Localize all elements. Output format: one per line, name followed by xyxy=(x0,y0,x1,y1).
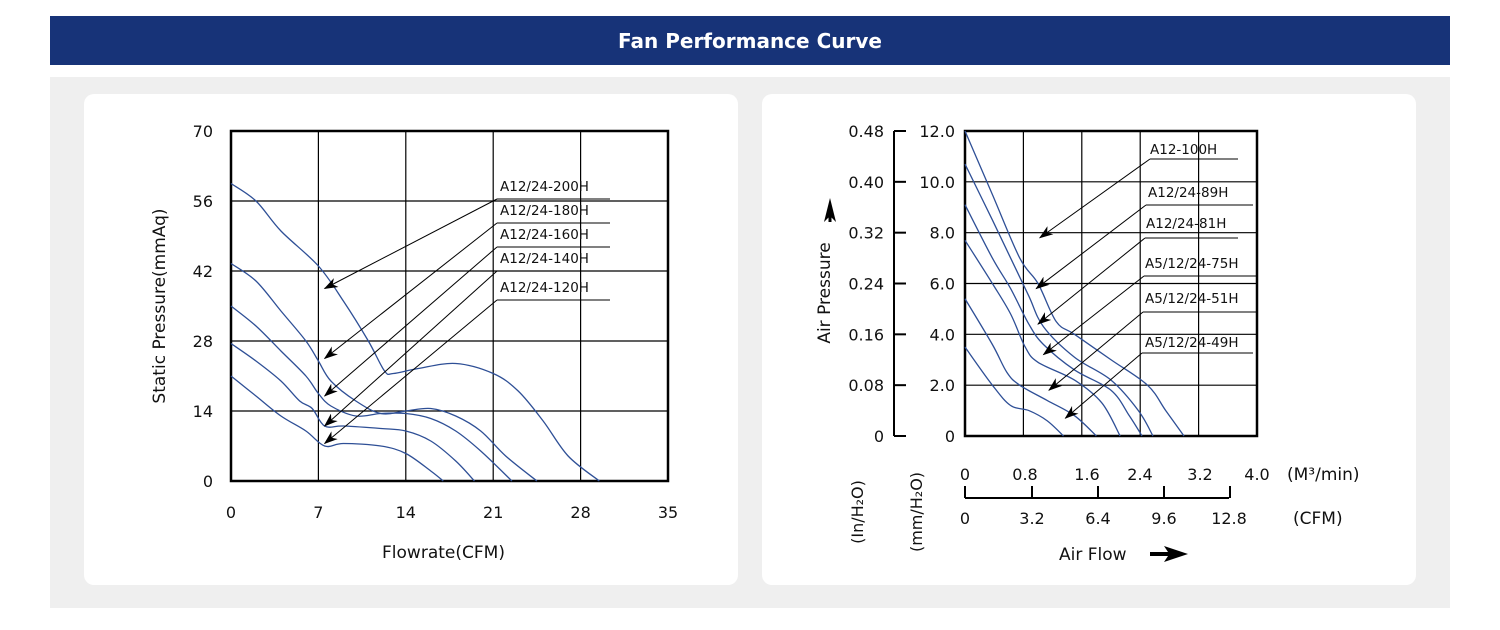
leader-arrow xyxy=(323,246,498,397)
y-axis-label: Static Pressure(mmAq) xyxy=(150,208,170,403)
series-label: A12/24-160H xyxy=(500,227,589,243)
leader-arrow xyxy=(1037,237,1146,325)
series-label: A12/24-120H xyxy=(500,280,589,296)
plot-frame xyxy=(229,129,670,483)
y-tick-label: 56 xyxy=(193,192,213,211)
x-tick-label-m3min: 1.6 xyxy=(1074,465,1099,484)
y-tick-label-inh2o: 0 xyxy=(874,427,884,446)
x-tick-label-cfm: 3.2 xyxy=(1019,509,1044,528)
x-tick-label-m3min: 0 xyxy=(960,465,970,484)
x-tick-label: 0 xyxy=(226,503,236,522)
x-tick-label-cfm: 0 xyxy=(960,509,970,528)
series-label: A12/24-89H xyxy=(1148,185,1228,201)
x-unit-cfm: (CFM) xyxy=(1293,509,1343,529)
curve-a5-12-24-49h xyxy=(964,346,1064,437)
x-tick-label: 7 xyxy=(313,503,323,522)
y-tick-label-mmh2o: 12.0 xyxy=(919,122,955,141)
right-chart-card xyxy=(762,94,1416,585)
curve-a12-24-160h xyxy=(230,305,513,482)
left-chart: 0 7 14 21 28 35 0 14 28 42 56 70 Flowrate(CFM) Static… xyxy=(150,122,678,563)
series-label: A12/24-81H xyxy=(1146,216,1226,232)
x-tick-label: 14 xyxy=(396,503,416,522)
x-unit-m3min: (M³/min) xyxy=(1287,465,1360,485)
x-tick-label: 21 xyxy=(483,503,503,522)
x-tick-label: 35 xyxy=(658,503,678,522)
page-title: Fan Performance Curve xyxy=(618,28,882,53)
series-label: A5/12/24-75H xyxy=(1145,256,1238,272)
x-tick-label-m3min: 3.2 xyxy=(1187,465,1212,484)
right-chart: 0 0.08 0.16 0.24 0.32 0.40 0.48 0 2.0 4.0 6.0 8.0 10… xyxy=(815,122,1360,565)
y-tick-label-inh2o: 0.16 xyxy=(848,325,884,344)
series-label: A12-100H xyxy=(1150,142,1217,158)
series-label: A5/12/24-49H xyxy=(1145,335,1238,351)
curve-a12-100h xyxy=(964,130,1185,437)
leader-arrow xyxy=(323,198,498,289)
leader-arrow xyxy=(323,270,498,427)
x-axis-label: Air Flow xyxy=(1059,545,1127,565)
y-tick-label: 0 xyxy=(203,472,213,491)
series-label: A5/12/24-51H xyxy=(1145,291,1238,307)
curve-a12-24-89h xyxy=(964,163,1154,437)
x-tick-label: 28 xyxy=(570,503,590,522)
y-tick-label-mmh2o: 2.0 xyxy=(930,376,955,395)
y-tick-label-mmh2o: 6.0 xyxy=(930,275,955,294)
x-tick-label-cfm: 6.4 xyxy=(1085,509,1110,528)
x-tick-label-cfm: 9.6 xyxy=(1151,509,1176,528)
y-tick-label-inh2o: 0.24 xyxy=(848,275,884,294)
curve-a12-24-200h xyxy=(230,182,600,482)
y-tick-label: 14 xyxy=(193,402,213,421)
y-tick-label: 42 xyxy=(193,262,213,281)
y-tick-label-mmh2o: 0 xyxy=(945,427,955,446)
y-tick-label-inh2o: 0.32 xyxy=(848,224,884,243)
curve-a12-24-180h xyxy=(230,262,538,482)
curve-a12-24-81h xyxy=(964,204,1143,437)
x-tick-label-cfm: 12.8 xyxy=(1211,509,1247,528)
leader-arrow xyxy=(1048,311,1144,391)
curve-a12-24-120h xyxy=(230,375,444,482)
series-label: A12/24-180H xyxy=(500,203,589,219)
y-tick-label-inh2o: 0.08 xyxy=(848,376,884,395)
x-axis-label: Flowrate(CFM) xyxy=(382,543,505,563)
series-label: A12/24-200H xyxy=(500,179,589,195)
leader-arrow xyxy=(1035,204,1147,290)
title-banner: Fan Performance Curve xyxy=(50,16,1450,65)
leader-arrow xyxy=(1042,275,1145,356)
leader-arrow xyxy=(323,299,498,445)
leader-arrow xyxy=(1064,352,1143,419)
x-tick-label-m3min: 0.8 xyxy=(1012,465,1037,484)
y-tick-label-inh2o: 0.40 xyxy=(848,173,884,192)
series-label: A12/24-140H xyxy=(500,251,589,267)
curve-a5-12-24-75h xyxy=(964,239,1121,437)
plot-frame xyxy=(963,129,1259,438)
x-tick-label-m3min: 4.0 xyxy=(1244,465,1269,484)
y-axis-label: Air Pressure xyxy=(815,242,835,343)
up-arrow-icon xyxy=(824,198,836,222)
x-tick-label-m3min: 2.4 xyxy=(1127,465,1152,484)
y-tick-label: 28 xyxy=(193,332,213,351)
y-tick-label-mmh2o: 4.0 xyxy=(930,325,955,344)
y-tick-label-inh2o: 0.48 xyxy=(848,122,884,141)
y-tick-label: 70 xyxy=(193,122,213,141)
right-arrow-icon xyxy=(1150,546,1188,562)
leader-arrow xyxy=(323,222,498,360)
y-tick-label-mmh2o: 10.0 xyxy=(919,173,955,192)
y-tick-label-mmh2o: 8.0 xyxy=(930,224,955,243)
curve-a12-24-140h xyxy=(230,342,475,482)
y-unit-inh2o: (In/H₂O) xyxy=(848,480,867,544)
left-chart-card xyxy=(84,94,738,585)
leader-arrow xyxy=(1039,158,1151,239)
y-unit-mmh2o: (mm/H₂O) xyxy=(907,472,926,552)
